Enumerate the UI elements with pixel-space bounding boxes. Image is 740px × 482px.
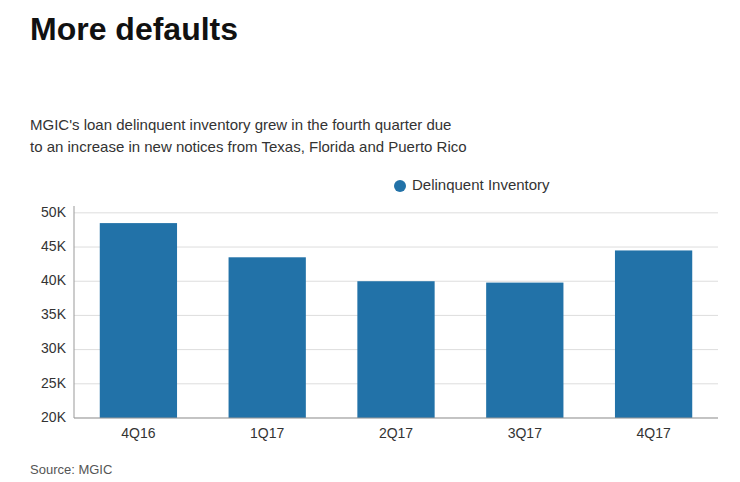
y-tick-label: 30K (41, 340, 67, 356)
x-tick-label: 2Q17 (379, 425, 413, 441)
bar (615, 250, 692, 418)
x-tick-label: 1Q17 (250, 425, 284, 441)
legend: Delinquent Inventory (394, 176, 550, 193)
legend-label: Delinquent Inventory (412, 176, 550, 193)
y-tick-label: 40K (41, 272, 67, 288)
bars (100, 223, 692, 418)
y-tick-label: 45K (41, 238, 67, 254)
chart-svg: More defaults MGIC's loan delinquent inve… (0, 0, 740, 482)
y-tick-label: 25K (41, 375, 67, 391)
x-tick-label: 4Q16 (121, 425, 155, 441)
y-tick-label: 20K (41, 409, 67, 425)
x-tick-label: 3Q17 (508, 425, 542, 441)
x-tick-label: 4Q17 (636, 425, 670, 441)
grid-line (74, 212, 718, 213)
subtitle-line: MGIC's loan delinquent inventory grew in… (30, 116, 451, 133)
grid (74, 213, 718, 418)
y-axis-line (74, 206, 75, 418)
y-tick-label: 50K (41, 204, 67, 220)
y-tick-label: 35K (41, 306, 67, 322)
grid-line (74, 418, 718, 419)
bar (229, 257, 306, 418)
bar (486, 283, 563, 418)
title: More defaults (30, 11, 238, 47)
chart-container: More defaults MGIC's loan delinquent inve… (0, 0, 740, 482)
bar (100, 223, 177, 418)
bar (357, 281, 434, 418)
subtitle-line: to an increase in new notices from Texas… (30, 138, 467, 155)
source: Source: MGIC (30, 462, 112, 477)
x-axis-line (74, 418, 718, 419)
legend-marker (394, 180, 406, 192)
subtitle: MGIC's loan delinquent inventory grew in… (30, 116, 467, 155)
